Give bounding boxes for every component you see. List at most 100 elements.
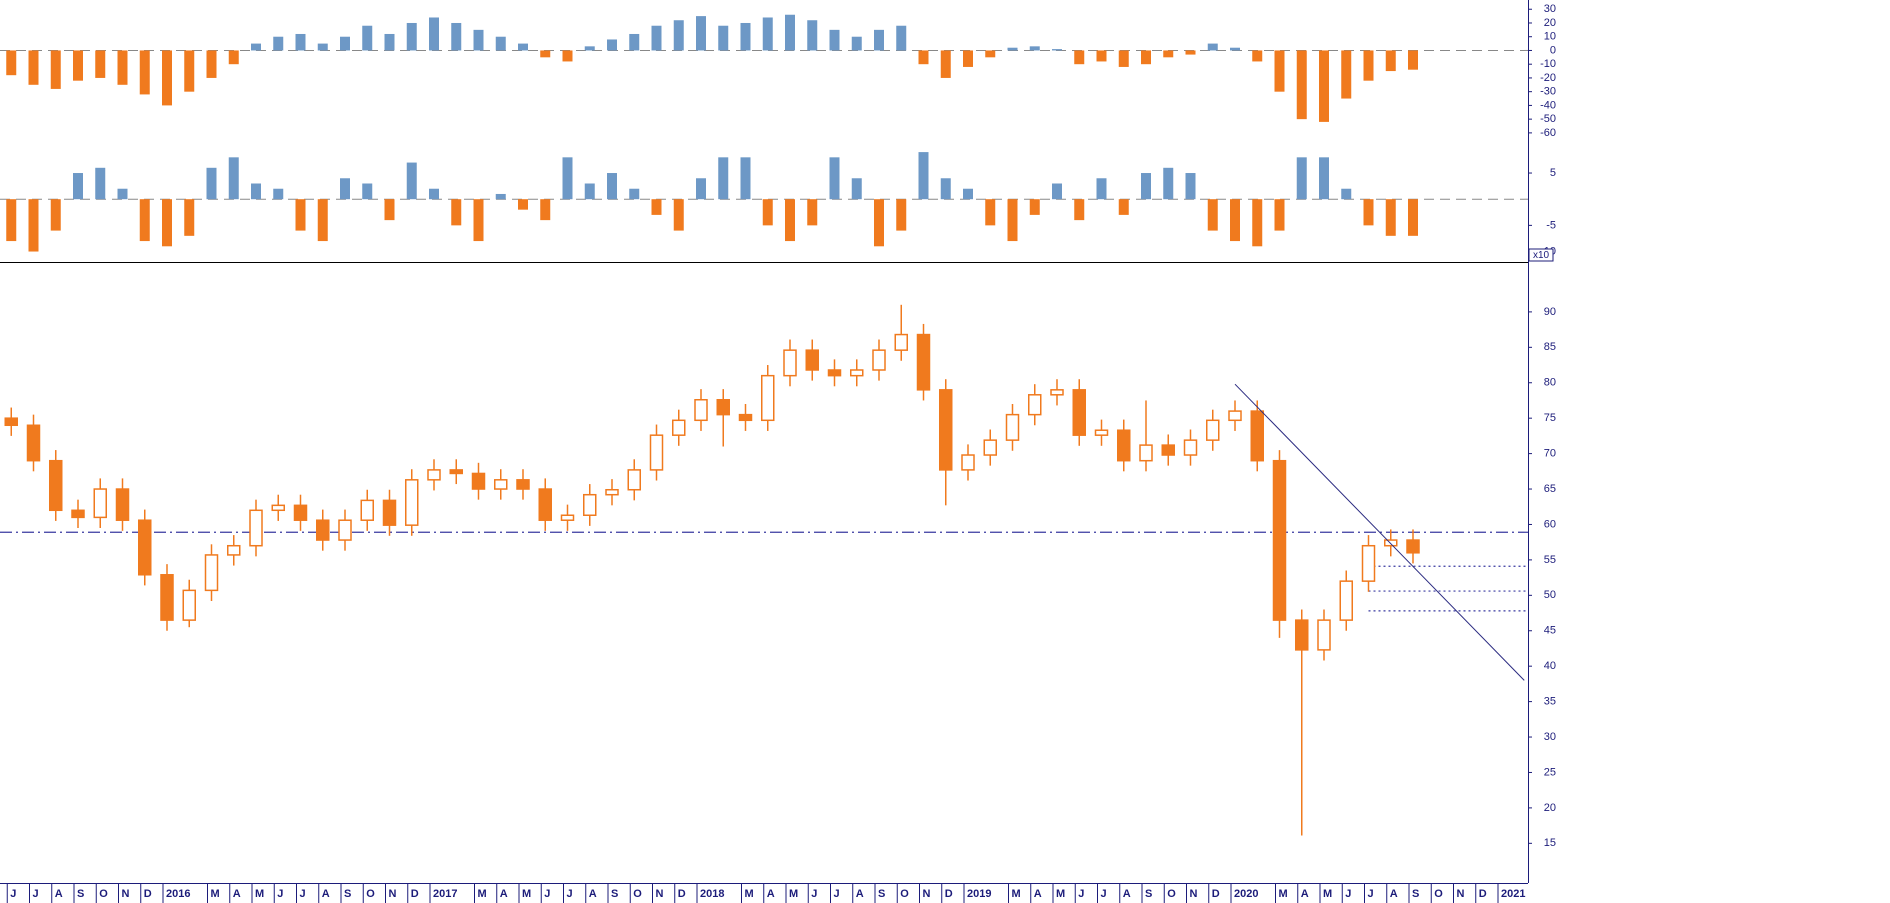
x-tick-label: M xyxy=(1279,888,1288,900)
bar xyxy=(1296,157,1307,200)
bar xyxy=(607,173,617,200)
y-tick-label: 30 xyxy=(1544,3,1556,15)
y-tick-label: 35 xyxy=(1544,696,1556,708)
candle-body xyxy=(560,514,575,521)
bar xyxy=(251,43,261,51)
y-tick-label: -40 xyxy=(1540,99,1556,111)
bar xyxy=(1274,50,1285,92)
bar xyxy=(451,199,462,226)
bar xyxy=(985,50,996,58)
x-tick-label: M xyxy=(211,888,220,900)
bar xyxy=(918,152,929,200)
candle-body xyxy=(382,499,397,526)
bar xyxy=(340,36,350,51)
scale-note-box xyxy=(1528,248,1554,262)
bar xyxy=(985,199,996,226)
bar xyxy=(629,33,640,51)
bar xyxy=(473,29,484,51)
x-tick-label: O xyxy=(633,888,642,900)
y-tick-label: 20 xyxy=(1544,802,1556,814)
bar xyxy=(1408,199,1418,236)
candle-body xyxy=(1072,389,1086,436)
bar xyxy=(851,36,862,51)
candle-body xyxy=(761,374,775,422)
bar xyxy=(1118,199,1129,215)
candle-body xyxy=(1050,389,1064,396)
bar xyxy=(228,157,239,200)
candle-body xyxy=(1028,394,1042,416)
x-tick-label: A xyxy=(233,888,241,900)
bar xyxy=(562,157,573,200)
bar xyxy=(1230,199,1240,242)
x-tick-label: N xyxy=(923,888,931,900)
x-tick-label: A xyxy=(856,888,864,900)
candle-body xyxy=(338,519,352,541)
bar xyxy=(718,25,729,51)
bar xyxy=(28,50,39,85)
candle-body xyxy=(249,509,263,547)
x-tick-label: A xyxy=(1390,888,1398,900)
x-tick-label: D xyxy=(945,888,953,900)
bar xyxy=(28,199,39,252)
bar xyxy=(1319,50,1329,122)
bar xyxy=(1007,199,1018,242)
bar xyxy=(518,199,528,210)
bar xyxy=(607,39,617,51)
x-tick-label: J xyxy=(1368,888,1374,900)
bar xyxy=(273,188,284,200)
bar xyxy=(95,167,106,200)
candle-body xyxy=(850,369,864,377)
bar xyxy=(273,36,284,51)
candle-body xyxy=(1361,544,1376,582)
bar xyxy=(251,183,261,200)
bar xyxy=(762,199,773,226)
candle-body xyxy=(961,454,975,471)
bar xyxy=(540,50,551,58)
x-tick-label: J xyxy=(33,888,39,900)
y-tick-label: 20 xyxy=(1544,17,1556,29)
bar xyxy=(1052,49,1062,51)
bar xyxy=(1296,50,1307,120)
candle-body xyxy=(71,509,85,519)
candle-body xyxy=(138,519,152,576)
bar xyxy=(963,188,973,200)
x-tick-label: O xyxy=(900,888,909,900)
x-tick-label: D xyxy=(1479,888,1487,900)
bar xyxy=(495,193,506,200)
bar xyxy=(6,199,17,242)
candle-body xyxy=(805,349,819,371)
bar xyxy=(1096,50,1107,62)
candle-body xyxy=(1295,619,1309,651)
candle-body xyxy=(649,434,664,471)
bar xyxy=(1029,46,1040,51)
bar xyxy=(1363,199,1374,226)
candle-body xyxy=(271,504,285,512)
bar xyxy=(851,178,862,200)
candle-body xyxy=(1250,410,1264,462)
x-tick-label: J xyxy=(834,888,840,900)
bar xyxy=(295,199,306,231)
x-tick-label: D xyxy=(144,888,152,900)
candle-body xyxy=(716,399,730,416)
x-tick-label: N xyxy=(656,888,664,900)
candle-body xyxy=(1161,444,1175,456)
candle-body xyxy=(916,333,931,391)
candle-body xyxy=(360,499,374,521)
candle-body xyxy=(427,469,441,481)
x-tick-label: 2017 xyxy=(433,888,457,900)
candle-body xyxy=(894,333,908,351)
candle-body xyxy=(115,488,130,521)
x-tick-label: J xyxy=(277,888,283,900)
bar xyxy=(584,183,595,200)
y-tick-label: -30 xyxy=(1540,86,1556,98)
x-tick-label: A xyxy=(322,888,330,900)
x-tick-label: J xyxy=(1078,888,1084,900)
bar xyxy=(829,157,840,200)
x-tick-label: 2018 xyxy=(700,888,724,900)
bar xyxy=(50,199,61,231)
y-tick-label: 5 xyxy=(1550,167,1556,179)
bar xyxy=(6,50,17,76)
candle-body xyxy=(204,554,219,592)
trend-line xyxy=(1234,383,1525,681)
